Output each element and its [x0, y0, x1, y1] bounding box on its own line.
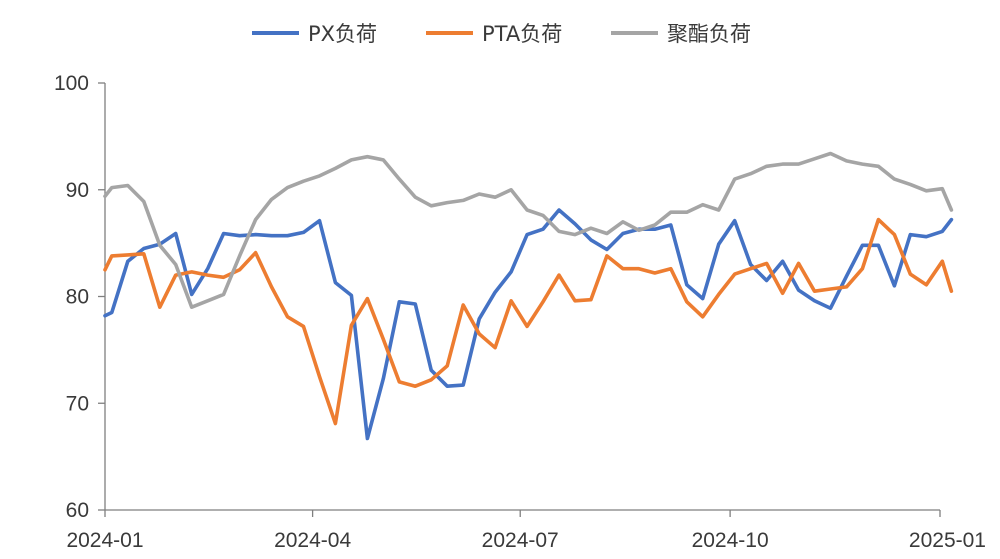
y-tick-label: 80: [66, 286, 89, 309]
plot-area: [103, 151, 954, 441]
x-tick-label: 2024-04: [274, 529, 351, 552]
y-axis: 60 70 80 90 100: [54, 72, 106, 522]
y-tick-label: 100: [54, 72, 89, 95]
series-line-2: [103, 217, 954, 426]
legend: PX负荷 PTA负荷 聚酯负荷: [252, 22, 751, 46]
x-tick-label: 2024-01: [66, 529, 143, 552]
legend-label-3: 聚酯负荷: [667, 22, 751, 46]
x-axis: 2024-01 2024-04 2024-07 2024-10 2025-01: [66, 509, 986, 552]
y-tick-label: 70: [66, 392, 89, 415]
x-tick-label: 2024-07: [482, 529, 559, 552]
y-tick-label: 60: [66, 499, 89, 522]
legend-label-2: PTA负荷: [482, 22, 562, 46]
x-tick-label: 2025-01: [909, 529, 986, 552]
series-line-3: [103, 151, 954, 309]
series-line-1: [103, 208, 954, 441]
y-tick-label: 90: [66, 179, 89, 202]
x-tick-label: 2024-10: [692, 529, 769, 552]
legend-label-1: PX负荷: [308, 22, 377, 46]
